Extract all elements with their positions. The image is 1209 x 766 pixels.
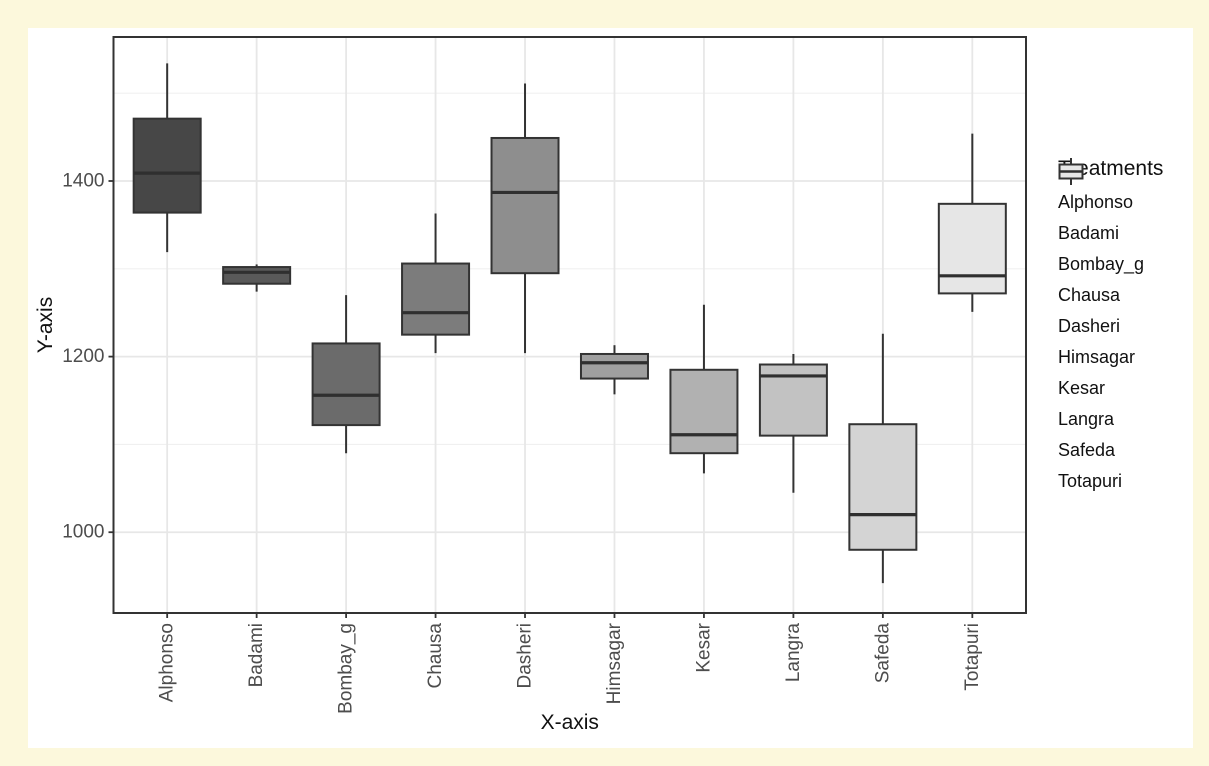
legend-label: Safeda: [1058, 440, 1116, 460]
legend-label: Totapuri: [1058, 471, 1123, 491]
legend-label: Badami: [1058, 223, 1120, 243]
box-iqr: [222, 266, 292, 285]
y-tick-label: 1200: [62, 346, 104, 367]
boxplot-alphonso: [132, 63, 202, 253]
x-tick-label: Himsagar: [604, 622, 625, 704]
box-iqr: [490, 136, 560, 275]
legend-row-chausa: Chausa: [1058, 158, 1163, 311]
boxplot-badami: [222, 264, 292, 292]
boxplot-himsagar: [579, 345, 649, 395]
legend-label: Dasheri: [1058, 316, 1121, 336]
x-tick-label: Dasheri: [515, 623, 536, 688]
y-tick-label: 1400: [62, 171, 104, 192]
legend-row-bombay_g: Bombay_g: [1058, 158, 1163, 280]
box-iqr: [937, 202, 1007, 295]
legend-title: Treatments: [1058, 157, 1164, 180]
legend-row-langra: Langra: [1058, 158, 1163, 435]
boxplot-chausa: [401, 213, 471, 354]
plot-panel: 1400 1200 1000 Alphonso Badami Bombay_g Chausa…: [62, 36, 1027, 714]
legend-row-badami: Badami: [1058, 158, 1163, 249]
x-tick-label: Bombay_g: [336, 623, 357, 714]
panel-border: [112, 36, 1027, 614]
box-iqr: [669, 368, 739, 455]
box-iqr: [579, 352, 649, 380]
legend-row-dasheri: Dasheri: [1058, 158, 1163, 342]
boxplot-langra: [758, 353, 828, 493]
x-tick-label: Badami: [246, 623, 267, 687]
legend-row-safeda: Safeda: [1058, 158, 1163, 466]
box-iqr: [401, 262, 471, 336]
x-tick-label: Totapuri: [962, 623, 983, 691]
y-tick-label: 1000: [62, 522, 104, 543]
x-tick-label: Chausa: [425, 623, 446, 689]
legend-label: Himsagar: [1058, 347, 1136, 367]
legend-row-himsagar: Himsagar: [1058, 158, 1163, 373]
legend-row-alphonso: Alphonso: [1058, 158, 1163, 218]
legend-key-boxplot-icon: [1058, 158, 1084, 185]
box-iqr: [311, 342, 381, 427]
legend: Treatments Alphonso Badami Bombay_g Chausa D…: [1058, 157, 1163, 497]
x-tick-label: Kesar: [693, 622, 714, 672]
boxplot-bombay_g: [311, 295, 381, 454]
legend-label: Bombay_g: [1058, 254, 1145, 274]
legend-label: Chausa: [1058, 285, 1121, 305]
x-tick-label: Alphonso: [157, 623, 178, 702]
box-iqr: [132, 117, 202, 214]
legend-row-kesar: Kesar: [1058, 158, 1163, 404]
boxplot-safeda: [848, 333, 918, 584]
boxplot-dasheri: [490, 83, 560, 354]
legend-entries: Alphonso Badami Bombay_g Chausa Dasheri Himsa…: [1058, 158, 1163, 497]
chart-figure: 1400 1200 1000 Alphonso Badami Bombay_g Chausa…: [28, 28, 1193, 748]
legend-label: Alphonso: [1058, 192, 1134, 212]
y-axis-title: Y-axis: [34, 296, 57, 354]
x-axis-title: X-axis: [540, 711, 599, 734]
legend-row-totapuri: Totapuri: [1058, 158, 1163, 497]
boxplot-kesar: [669, 304, 739, 474]
x-tick-label: Safeda: [872, 623, 893, 684]
box-iqr: [848, 423, 918, 551]
boxplot-totapuri: [937, 133, 1007, 312]
legend-label: Langra: [1058, 409, 1115, 429]
legend-label: Kesar: [1058, 378, 1106, 398]
x-tick-label: Langra: [783, 623, 804, 683]
